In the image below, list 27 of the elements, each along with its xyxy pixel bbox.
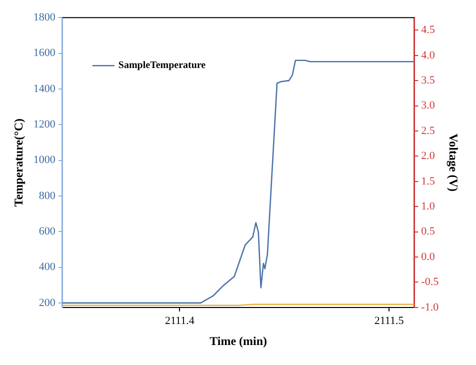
y-axis-title: Temperature(°C) xyxy=(11,118,26,207)
y-tick-label: 1400 xyxy=(33,82,56,95)
y-tick-label: 1800 xyxy=(33,11,56,24)
y2-tick-label: 2.5 xyxy=(421,124,436,137)
y2-tick-label: 3.0 xyxy=(421,100,436,112)
y2-tick-label: 1.0 xyxy=(421,200,436,212)
y-tick-label: 1600 xyxy=(33,47,56,60)
y2-tick-label: -0.5 xyxy=(421,276,440,288)
x-axis-title: Time (min) xyxy=(210,334,268,348)
x-tick-label: 2111.4 xyxy=(164,314,195,327)
y2-tick-label: 0.5 xyxy=(421,226,436,238)
y2-axis-title: Voltage (V) xyxy=(446,134,461,192)
y2-tick-label: -1.0 xyxy=(421,301,440,314)
y2-tick-label: 4.0 xyxy=(421,49,436,62)
y-tick-label: 1200 xyxy=(33,118,56,130)
y-tick-label: 400 xyxy=(38,261,56,274)
y2-tick-label: 3.5 xyxy=(421,74,436,86)
y2-tick-label: 4.5 xyxy=(421,24,436,36)
y2-tick-label: 1.5 xyxy=(421,175,436,188)
y-tick-label: 200 xyxy=(38,296,56,309)
y2-tick-label: 2.0 xyxy=(421,150,436,162)
y-tick-label: 600 xyxy=(38,225,56,238)
y-tick-label: 800 xyxy=(38,190,56,202)
x-tick-label: 2111.5 xyxy=(374,314,404,327)
y-tick-label: 1000 xyxy=(33,154,56,166)
y2-tick-label: 0.0 xyxy=(421,250,436,263)
legend-label: SampleTemperature xyxy=(118,60,206,72)
